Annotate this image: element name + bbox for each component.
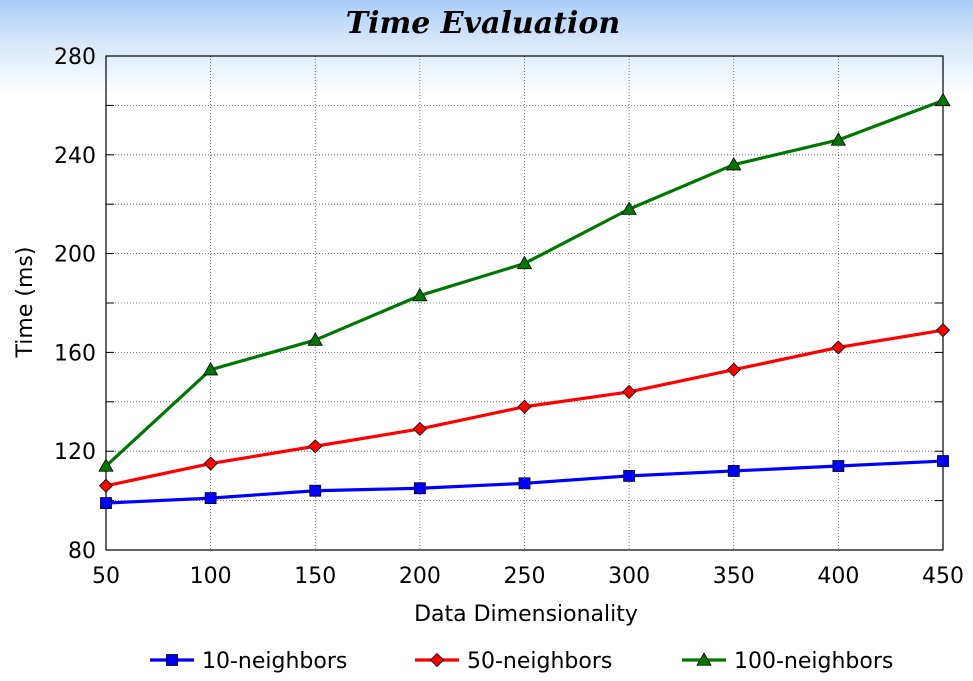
data-point [726, 156, 742, 171]
x-tick-label: 250 [504, 564, 546, 589]
data-point [204, 492, 217, 505]
series-50-neighbors [98, 323, 951, 493]
y-tick-label: 80 [68, 539, 96, 564]
data-point [516, 255, 533, 270]
y-tick-label: 120 [54, 440, 96, 465]
y-axis-label: Time (ms) [13, 247, 38, 359]
legend-marker [429, 652, 445, 668]
data-point [830, 132, 847, 146]
tick-labels: 50 100 150 200 250 300 350 400 450 80 120 160 200 240… [54, 45, 964, 589]
legend-label: 100-neighbors [734, 649, 893, 674]
legend-label: 50-neighbors [467, 649, 612, 674]
legend: 10-neighbors 50-neighbors 100-neighbors [150, 649, 893, 674]
data-point [413, 482, 426, 495]
data-point [202, 361, 219, 376]
data-point [100, 497, 112, 509]
data-point [937, 455, 949, 467]
data-point [623, 469, 636, 482]
legend-item: 50-neighbors [415, 649, 612, 674]
data-point [727, 465, 740, 477]
series-10-neighbors [100, 455, 949, 509]
data-point [831, 340, 846, 355]
data-point [622, 384, 637, 399]
data-point [308, 439, 323, 454]
y-tick-label: 240 [54, 144, 96, 169]
data-point [517, 399, 532, 414]
data-point [412, 287, 428, 302]
legend-label: 10-neighbors [202, 649, 347, 674]
x-axis-label: Data Dimensionality [414, 602, 638, 627]
x-tick-label: 300 [608, 564, 650, 589]
x-tick-label: 400 [817, 564, 859, 589]
data-point [309, 484, 322, 497]
data-point [832, 460, 845, 472]
y-tick-label: 160 [54, 341, 96, 366]
x-tick-label: 50 [92, 564, 120, 589]
x-tick-label: 100 [190, 564, 232, 589]
legend-marker [696, 652, 712, 666]
legend-marker [166, 654, 178, 666]
x-tick-label: 150 [294, 564, 336, 589]
data-point [98, 478, 114, 493]
legend-item: 100-neighbors [682, 649, 893, 674]
data-point [726, 362, 741, 377]
y-tick-label: 280 [54, 45, 96, 70]
x-tick-label: 450 [922, 564, 964, 589]
data-point [98, 458, 114, 472]
y-tick-label: 200 [54, 243, 96, 268]
series-100-neighbors [98, 92, 951, 472]
data-point [518, 477, 531, 490]
data-point [935, 323, 951, 338]
data-point [935, 92, 951, 107]
data-point [621, 201, 637, 215]
plot-area [105, 55, 944, 551]
data-point [203, 456, 218, 471]
x-tick-label: 200 [399, 564, 441, 589]
legend-item: 10-neighbors [150, 649, 347, 674]
chart-title: Time Evaluation [346, 6, 620, 41]
data-point [412, 421, 427, 437]
series-group [98, 92, 951, 509]
x-tick-label: 350 [713, 564, 755, 589]
data-point [307, 332, 323, 346]
grid [105, 55, 944, 551]
